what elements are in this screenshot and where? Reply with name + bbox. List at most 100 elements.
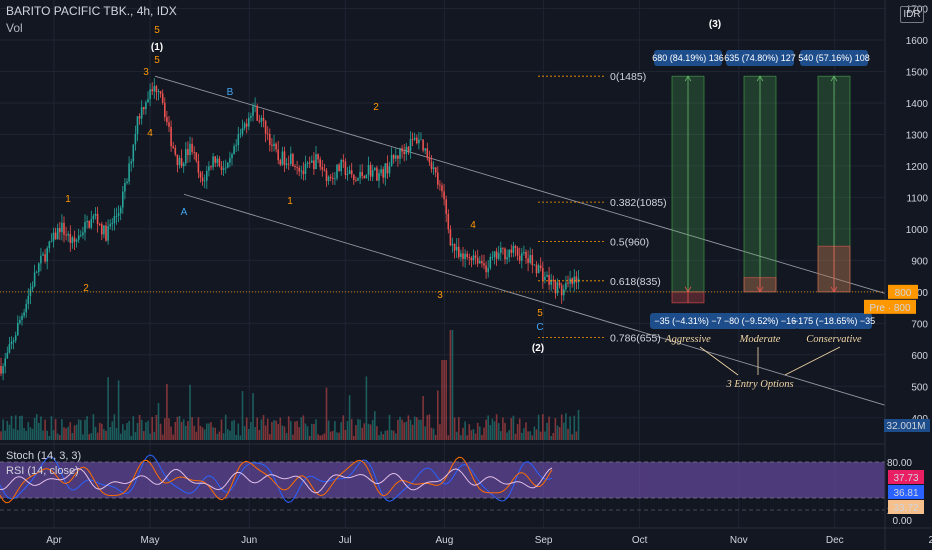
volume-bar [319,435,321,440]
candle-body [203,180,206,182]
price-axis[interactable]: 4005006007008009001000110012001300140015… [864,0,932,550]
volume-bar [315,419,317,440]
volume-bar [323,433,326,440]
volume-bar [332,430,334,440]
candle-body [75,239,78,242]
volume-bar [552,433,555,440]
volume-bar [432,428,435,440]
stop-arrowhead [684,286,692,293]
volume-bar [533,426,536,440]
candle-body [311,160,313,163]
volume-bar [483,427,485,440]
stop-tag [650,313,726,329]
volume-bar [71,433,74,440]
candle-body [388,166,391,174]
candle-body [361,172,363,176]
candle-body [432,167,435,170]
candle-body [567,282,569,284]
osc-value: 37.73 [893,473,918,484]
candle-body [550,279,552,285]
candle-body [512,246,515,253]
volume-bar [241,391,244,440]
volume-bar [554,417,557,440]
candles [0,78,580,381]
volume-bar [17,429,19,440]
time-axis[interactable]: Apr May Jun Jul Aug Sep Oct Nov Dec 21 [0,527,932,546]
volume-bar [287,416,290,440]
volume-bar [239,435,242,440]
candle-body [201,177,204,182]
y-tick-label: 1000 [906,225,929,236]
candle-body [269,133,271,145]
volume-bar [122,424,124,440]
candle-body [10,341,13,345]
candle-body [344,161,347,176]
candle-body [73,237,76,242]
candle-body [260,117,263,122]
volume-bar [138,414,141,440]
volume-bar [50,416,53,440]
candle-body [235,145,237,147]
currency-badge[interactable]: IDR [900,6,924,23]
volume-bar [166,383,168,440]
volume-bar [168,418,170,440]
rsi-label[interactable]: RSI (14, close) [6,465,79,477]
volume-bar [245,417,248,440]
candle-body [304,163,307,174]
candle-body [430,162,433,170]
volume-bar [399,416,401,440]
volume-bar [124,430,126,440]
candle-body [35,271,38,273]
stoch-label[interactable]: Stoch (14, 3, 3) [6,450,82,462]
candle-body [17,323,19,336]
candle-body [153,86,156,92]
volume-bar [65,428,67,440]
candle-body [560,285,563,296]
candle-body [262,117,265,121]
candle-body [466,253,468,258]
candle-body [208,166,210,171]
symbol-title[interactable]: BARITO PACIFIC TBK., 4h, IDX [6,4,177,18]
volume-bar [170,426,172,440]
wave-label: 1 [287,196,293,207]
volume-bar [218,431,221,440]
volume-bar [560,414,563,440]
candle-body [206,170,208,181]
volume-bar [222,433,225,440]
volume-bar [275,420,277,440]
volume-bar [56,433,59,440]
candle-body [508,249,510,258]
volume-bar [14,415,17,440]
candle-body [138,116,141,119]
volume-bar [107,377,109,440]
candle-body [428,158,431,163]
volume-bar [233,419,235,440]
volume-bar [54,419,57,440]
volume-bar [577,409,580,440]
volume-bar [38,422,40,440]
candle-body [533,264,536,266]
x-tick-label: Aug [436,535,454,546]
osc-tick-label: 0.00 [893,516,913,527]
volume-bar [451,330,454,440]
candle-body [294,166,296,168]
volume-bar [153,431,156,440]
volume-bar [424,426,426,440]
candle-body [44,254,46,262]
volume-label: Vol [6,21,23,35]
x-tick-label: Dec [826,535,844,546]
volume-bar [258,430,261,440]
y-tick-label: 700 [911,319,928,330]
fib-levels: 0(1485) 0.382(1085) 0.5(960) 0.618(835) 0.78… [0,71,885,344]
candle-body [8,344,11,353]
volume-bar [407,415,410,440]
candle-body [33,272,36,287]
candle-body [52,232,55,242]
candle-body [403,151,405,154]
volume-bar [504,422,506,440]
volume-bar [33,417,36,440]
candle-body [506,257,508,260]
candle-body [132,144,135,162]
volume-bar [67,426,69,440]
